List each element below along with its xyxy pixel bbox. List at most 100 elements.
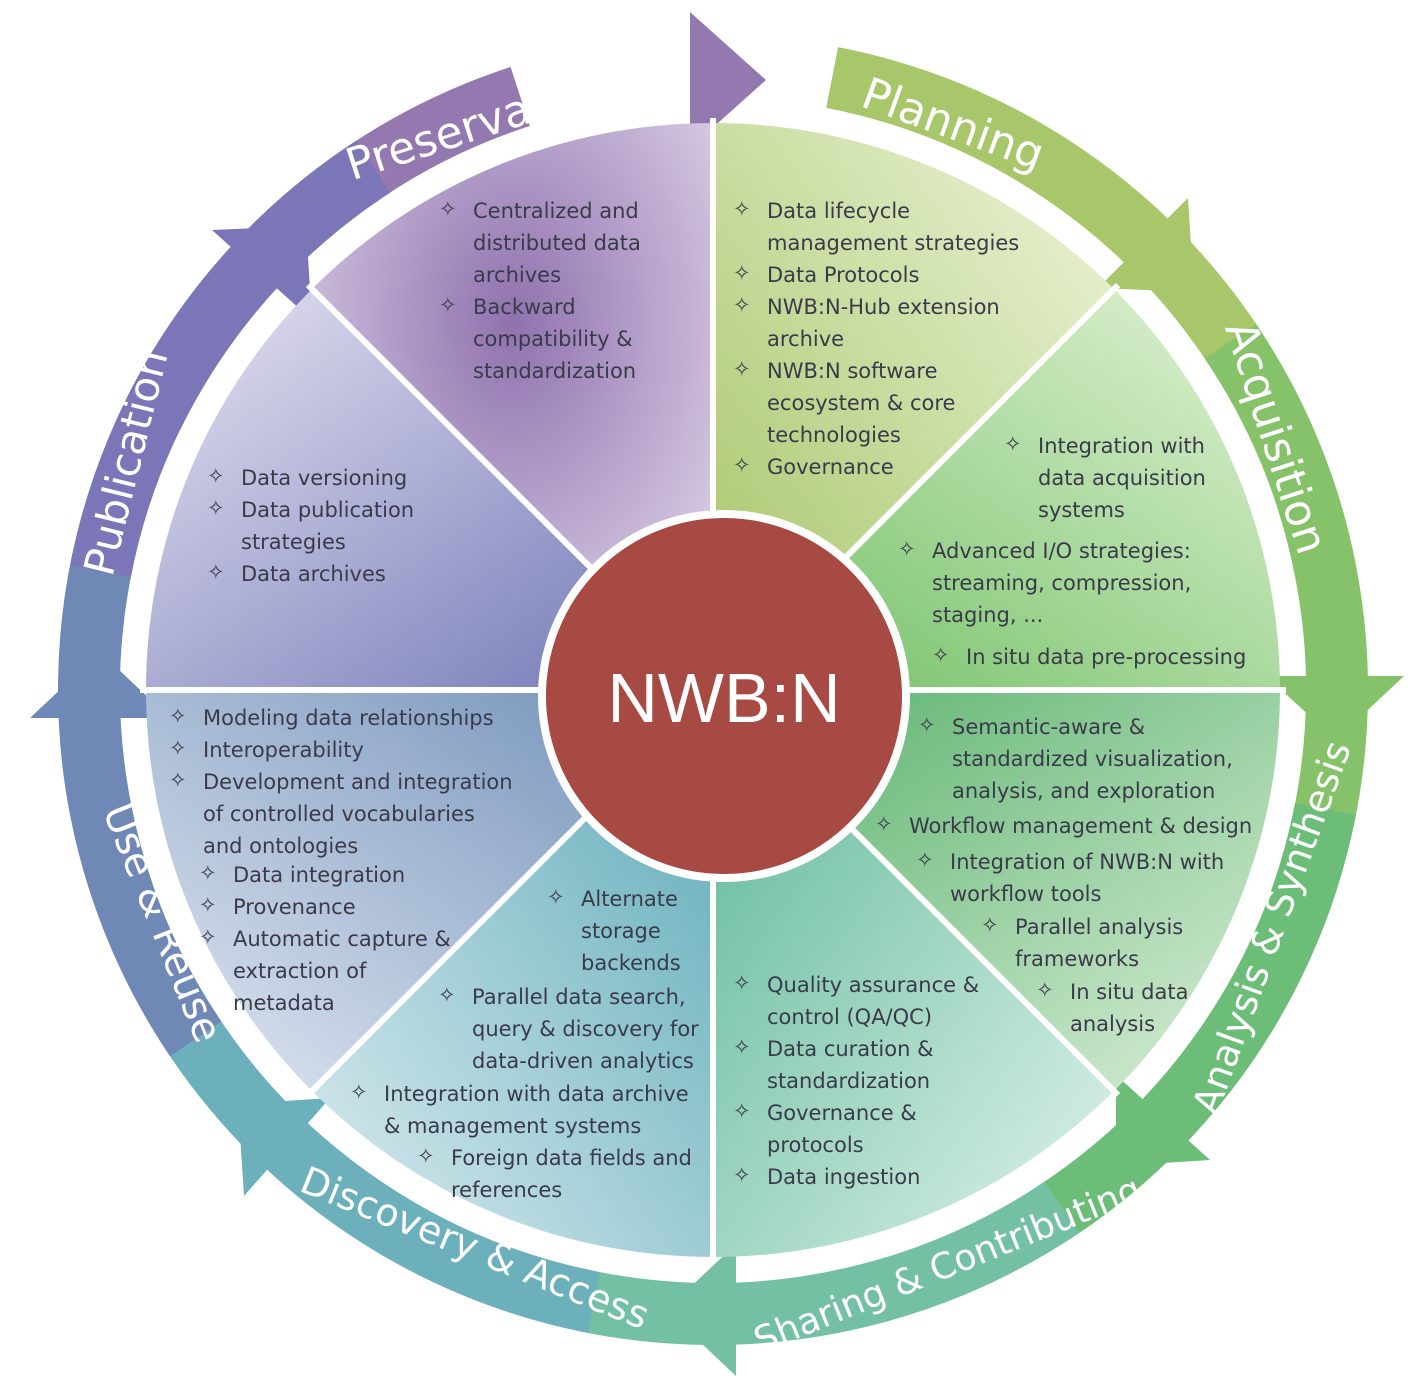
bullet-icon: ✧ (547, 885, 565, 909)
bullet-icon: ✧ (417, 1144, 435, 1168)
bullet-icon: ✧ (733, 261, 751, 285)
bullet-icon: ✧ (875, 812, 893, 836)
arrowhead-sharing (666, 1244, 736, 1376)
bullet-icon: ✧ (733, 453, 751, 477)
bullet-line-planning: ecosystem & core (767, 391, 955, 415)
bullet-line-discovery: & management systems (384, 1114, 641, 1138)
bullet-icon: ✧ (207, 496, 225, 520)
bullet-icon: ✧ (1036, 978, 1054, 1002)
bullet-line-discovery: Foreign data fields and (451, 1146, 692, 1170)
bullet-line-analysis: Integration of NWB:N with (950, 850, 1224, 874)
bullet-line-discovery: query & discovery for (472, 1017, 699, 1041)
bullet-icon: ✧ (918, 713, 936, 737)
bullet-line-sharing: Governance & (767, 1101, 917, 1125)
bullet-icon: ✧ (169, 768, 187, 792)
bullet-line-preservation: archives (473, 263, 561, 287)
bullet-line-use: Automatic capture & (233, 927, 451, 951)
bullet-line-discovery: references (451, 1178, 562, 1202)
ring-arc-acquisition (1204, 323, 1368, 827)
bullet-line-use: Provenance (233, 895, 356, 919)
sector-publication (145, 289, 713, 690)
bullet-icon: ✧ (199, 861, 217, 885)
bullet-line-publication: Data publication (241, 498, 414, 522)
ring-arc-discovery (163, 1013, 600, 1333)
arrowhead-use (30, 652, 170, 718)
arrowhead-publication (212, 226, 312, 320)
arrowhead-preservation (690, 12, 766, 148)
arrowhead-acquisition (1266, 676, 1404, 740)
bullet-icon: ✧ (733, 197, 751, 221)
ring-arrowheads (30, 12, 1404, 1376)
bullet-list-discovery: ✧ Alternate storage backends ✧ Parallel data … (350, 885, 699, 1202)
bullet-line-planning: management strategies (767, 231, 1019, 255)
bullet-line-publication: Data versioning (241, 466, 407, 490)
bullet-list-publication: ✧ Data versioning ✧ Data publication strateg… (207, 464, 414, 586)
bullet-line-use: Interoperability (203, 738, 364, 762)
bullet-icon: ✧ (733, 1163, 751, 1187)
bullet-line-planning: technologies (767, 423, 901, 447)
bullet-icon: ✧ (438, 983, 456, 1007)
bullet-line-preservation: standardization (473, 359, 636, 383)
bullet-line-sharing: Data ingestion (767, 1165, 920, 1189)
bullet-line-use: metadata (233, 991, 335, 1015)
bullet-line-acquisition: Integration with (1038, 434, 1205, 458)
bullet-line-analysis: Semantic-aware & (952, 715, 1145, 739)
bullet-list-acquisition: ✧ Integration with data acquisition systems… (898, 432, 1246, 669)
bullet-line-analysis: standardized visualization, (952, 747, 1233, 771)
ring-arc-use (58, 553, 222, 1057)
bullet-line-sharing: control (QA/QC) (767, 1005, 932, 1029)
bullet-line-analysis: frameworks (1015, 947, 1139, 971)
bullet-line-use: and ontologies (203, 834, 358, 858)
ring-arc-sharing (576, 1181, 1080, 1345)
bullet-list-planning: ✧ Data lifecycle management strategies ✧ Dat… (733, 197, 1019, 479)
bullet-icon: ✧ (916, 848, 934, 872)
bullet-line-acquisition: streaming, compression, (932, 571, 1191, 595)
bullet-line-use: Modeling data relationships (203, 706, 494, 730)
bullet-line-discovery: Parallel data search, (472, 985, 686, 1009)
bullet-icon: ✧ (898, 537, 916, 561)
bullet-icon: ✧ (207, 464, 225, 488)
bullet-line-planning: archive (767, 327, 844, 351)
bullet-line-acquisition: staging, ... (932, 603, 1043, 627)
arrowhead-discovery (238, 1098, 330, 1196)
bullet-line-use: of controlled vocabularies (203, 802, 475, 826)
bullet-icon: ✧ (169, 704, 187, 728)
bullet-line-use: Development and integration (203, 770, 513, 794)
bullet-line-acquisition: In situ data pre-processing (966, 645, 1246, 669)
ring-arc-analysis (1036, 803, 1356, 1240)
bullet-line-preservation: compatibility & (473, 327, 633, 351)
bullet-icon: ✧ (439, 293, 457, 317)
bullet-icon: ✧ (733, 293, 751, 317)
bullet-line-acquisition: systems (1038, 498, 1125, 522)
bullet-icon: ✧ (1004, 432, 1022, 456)
bullet-line-use: extraction of (233, 959, 367, 983)
bullet-line-planning: NWB:N-Hub extension (767, 295, 1000, 319)
bullet-list-preservation: ✧ Centralized and distributed data archives… (439, 197, 641, 383)
bullet-line-planning: Data Protocols (767, 263, 919, 287)
ring-arc-publication (70, 140, 390, 577)
bullet-line-discovery: storage (581, 919, 661, 943)
bullet-line-preservation: distributed data (473, 231, 641, 255)
bullet-icon: ✧ (932, 643, 950, 667)
bullet-line-preservation: Centralized and (473, 199, 639, 223)
bullet-list-sharing: ✧ Quality assurance & control (QA/QC) ✧ Data… (733, 971, 979, 1189)
bullet-line-discovery: backends (581, 951, 681, 975)
bullet-line-analysis: workflow tools (950, 882, 1101, 906)
lifecycle-ring (58, 47, 1368, 1345)
bullet-icon: ✧ (439, 197, 457, 221)
bullet-line-publication: Data archives (241, 562, 386, 586)
bullet-icon: ✧ (981, 913, 999, 937)
center-hub (538, 510, 910, 882)
ring-arc-planning (826, 47, 1263, 367)
bullet-line-sharing: Quality assurance & (767, 973, 979, 997)
bullet-line-planning: Data lifecycle (767, 199, 910, 223)
bullet-line-publication: strategies (241, 530, 346, 554)
bullet-icon: ✧ (199, 925, 217, 949)
bullet-line-analysis: In situ data (1070, 980, 1188, 1004)
bullet-line-sharing: Data curation & (767, 1037, 933, 1061)
bullet-icon: ✧ (199, 893, 217, 917)
bullet-line-planning: NWB:N software (767, 359, 938, 383)
bullet-line-analysis: analysis, and exploration (952, 779, 1215, 803)
bullet-icon: ✧ (169, 736, 187, 760)
